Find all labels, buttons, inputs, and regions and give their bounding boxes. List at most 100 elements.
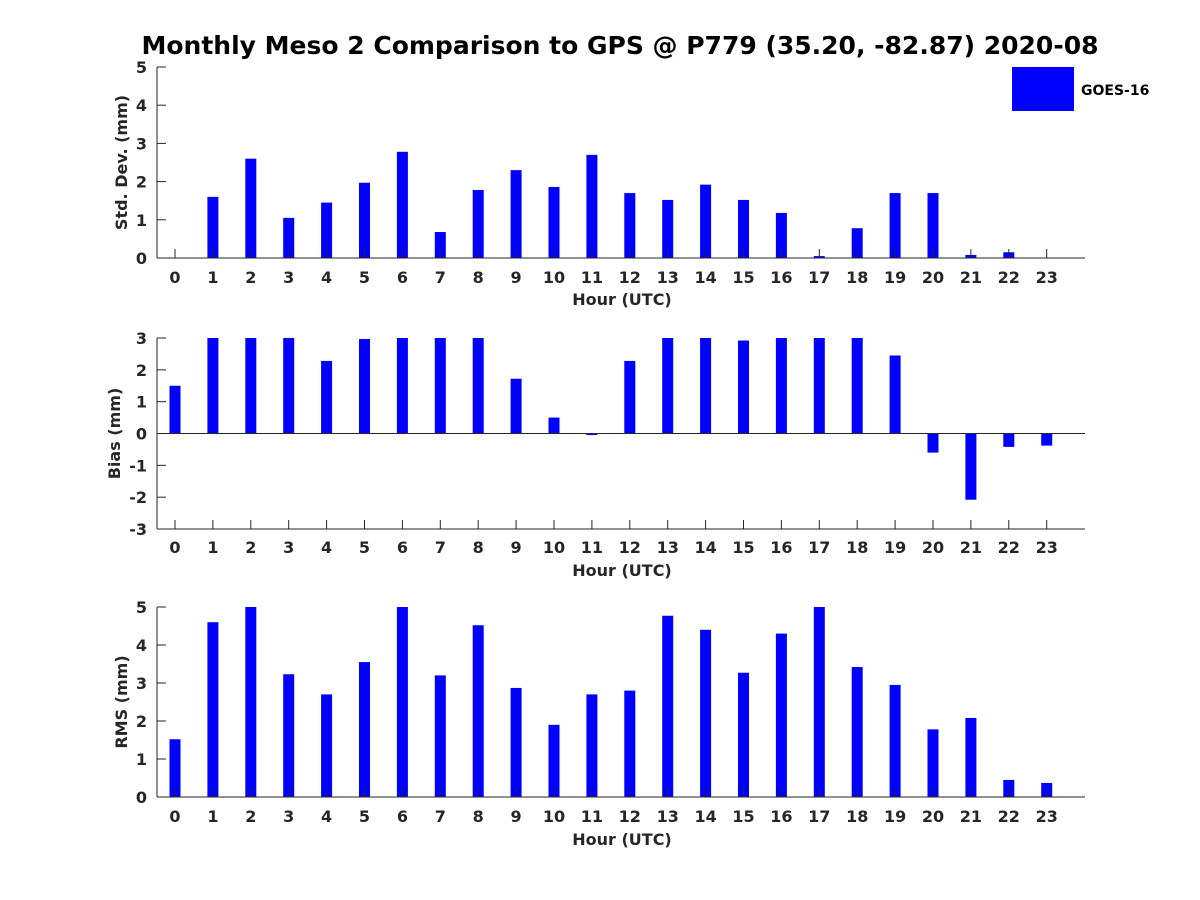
x-tick-label: 1 [207,268,218,287]
x-tick-label: 12 [619,807,641,826]
bar-hour-15 [738,340,749,434]
x-tick-label: 15 [732,807,754,826]
x-tick-label: 17 [808,268,830,287]
bar-hour-0 [169,739,181,797]
bar-hour-9 [510,378,522,434]
bar-hour-15 [738,199,749,258]
x-tick-label: 20 [922,807,944,826]
legend-swatch [1012,67,1074,111]
y-tick-label: 4 [136,96,147,115]
bar-hour-19 [889,355,901,434]
bar-hour-16 [775,338,787,434]
y-tick-label: 1 [136,750,147,769]
bar-hour-14 [700,184,712,258]
x-tick-label: 21 [960,538,982,557]
x-tick-label: 22 [998,807,1020,826]
bar-hour-23 [1041,433,1053,446]
bar-hour-3 [283,338,295,434]
chart-title: Monthly Meso 2 Comparison to GPS @ P779 … [142,31,1099,60]
bar-hour-3 [283,217,295,258]
bar-hour-4 [321,360,333,434]
y-tick-label: 2 [136,173,147,192]
x-tick-label: 12 [619,268,641,287]
bar-hour-22 [1003,433,1015,447]
bar-hour-13 [662,338,674,434]
bar-hour-20 [927,433,939,453]
x-tick-label: 4 [321,268,332,287]
x-tick-label: 17 [808,807,830,826]
bar-hour-18 [851,228,863,258]
x-tick-label: 11 [581,538,603,557]
x-tick-label: 8 [473,268,484,287]
x-tick-label: 6 [397,807,408,826]
y-tick-label: 5 [136,598,147,617]
y-tick-label: 1 [136,393,147,412]
bar-hour-5 [359,662,370,797]
x-tick-label: 7 [435,807,446,826]
x-tick-label: 14 [694,538,716,557]
bar-hour-5 [359,338,370,434]
x-tick-label: 22 [998,538,1020,557]
bar-hour-10 [548,417,560,434]
bar-hour-21 [965,433,977,500]
bar-hour-15 [738,672,749,797]
bar-hour-9 [510,170,522,258]
x-tick-label: 16 [770,538,792,557]
bar-hour-20 [927,729,939,797]
x-tick-label: 15 [732,268,754,287]
y-tick-label: 2 [136,712,147,731]
bar-hour-13 [662,615,674,797]
bar-hour-10 [548,724,560,797]
bar-hour-1 [207,622,219,797]
x-tick-label: 23 [1036,538,1058,557]
bar-hour-2 [245,158,257,258]
x-tick-label: 6 [397,268,408,287]
bar-hour-8 [472,190,484,258]
y-tick-label: 3 [136,674,147,693]
bar-hour-14 [700,629,712,797]
x-tick-label: 13 [657,268,679,287]
x-tick-label: 0 [169,268,180,287]
bar-hour-19 [889,684,901,797]
y-axis-label: Bias (mm) [105,388,124,480]
x-tick-label: 17 [808,538,830,557]
bar-hour-12 [624,360,636,434]
x-tick-label: 8 [473,807,484,826]
bar-hour-20 [927,193,939,258]
x-tick-label: 0 [169,538,180,557]
x-tick-label: 9 [511,807,522,826]
y-tick-label: 3 [136,134,147,153]
y-axis-label: RMS (mm) [112,655,131,748]
bar-hour-11 [586,154,598,258]
x-tick-label: 21 [960,268,982,287]
x-tick-label: 19 [884,268,906,287]
x-tick-label: 5 [359,807,370,826]
x-tick-label: 9 [511,538,522,557]
x-tick-label: 16 [770,268,792,287]
bar-hour-3 [283,674,295,797]
x-tick-label: 10 [543,807,565,826]
bar-hour-18 [851,338,863,434]
x-tick-label: 6 [397,538,408,557]
y-tick-label: 0 [136,788,147,807]
y-tick-label: 5 [136,58,147,77]
x-axis-label: Hour (UTC) [572,290,672,309]
bar-hour-17 [813,338,825,434]
x-tick-label: 8 [473,538,484,557]
bar-hour-19 [889,193,901,258]
x-tick-label: 10 [543,538,565,557]
x-tick-label: 5 [359,268,370,287]
bar-hour-8 [472,338,484,434]
x-tick-label: 20 [922,268,944,287]
x-tick-label: 11 [581,268,603,287]
x-tick-label: 1 [207,807,218,826]
bar-hour-18 [851,667,863,797]
x-tick-label: 19 [884,807,906,826]
y-axis-label: Std. Dev. (mm) [112,95,131,230]
bar-hour-9 [510,687,522,797]
x-tick-label: 10 [543,268,565,287]
